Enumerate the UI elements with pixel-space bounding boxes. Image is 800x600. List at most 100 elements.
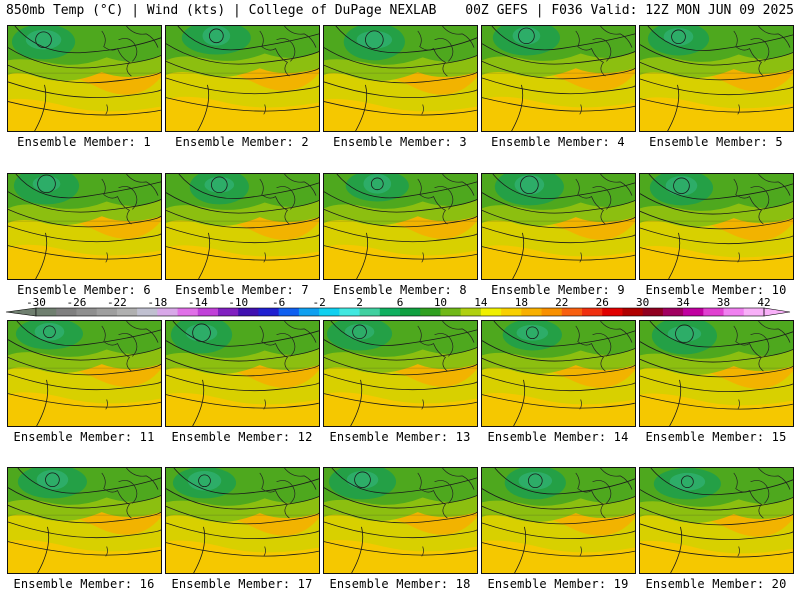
temperature-map	[324, 468, 477, 573]
ensemble-panel-14	[481, 320, 636, 427]
colorbar-segment	[298, 308, 320, 316]
colorbar-segment	[501, 308, 522, 316]
colorbar-tick-label: 38	[716, 296, 731, 309]
colorbar-segment	[683, 308, 704, 316]
colorbar-tick-label: 6	[396, 296, 404, 309]
temperature-map	[166, 321, 319, 426]
colorbar-tick-label: 30	[636, 296, 650, 309]
colorbar-segment	[359, 308, 381, 316]
ensemble-panel-7	[165, 173, 320, 280]
run-valid-time: 00Z GEFS | F036 Valid: 12Z MON JUN 09 20…	[465, 3, 794, 18]
colorbar-segment	[177, 308, 199, 316]
ensemble-panel-15	[639, 320, 794, 427]
colorbar-segment	[36, 308, 57, 316]
colorbar-segment	[258, 308, 280, 316]
ensemble-panel-9	[481, 173, 636, 280]
colorbar-segment	[339, 308, 361, 316]
ensemble-panel-2	[165, 25, 320, 132]
temperature-map	[8, 468, 161, 573]
colorbar-segment	[480, 308, 502, 316]
colorbar-segment	[218, 308, 239, 316]
colorbar-segment	[723, 308, 745, 316]
temperature-map	[8, 321, 161, 426]
colorbar-segment	[521, 308, 543, 316]
member-label: Ensemble Member: 5	[649, 135, 783, 149]
member-label: Ensemble Member: 19	[487, 577, 629, 591]
colorbar-segment	[642, 308, 664, 316]
colorbar-segment	[319, 308, 340, 316]
colorbar-tick-label: 26	[595, 296, 609, 309]
member-label: Ensemble Member: 17	[171, 577, 313, 591]
colorbar-tick-label: -2	[312, 296, 326, 309]
temperature-map	[324, 174, 477, 279]
colorbar-segment	[602, 308, 623, 316]
member-label: Ensemble Member: 1	[17, 135, 151, 149]
colorbar-segment	[76, 308, 98, 316]
member-label: Ensemble Member: 18	[329, 577, 471, 591]
ensemble-panel-1	[7, 25, 162, 132]
temperature-map	[482, 26, 635, 131]
ensemble-panel-18	[323, 467, 478, 574]
ensemble-panel-19	[481, 467, 636, 574]
member-label: Ensemble Member: 12	[171, 430, 313, 444]
member-label: Ensemble Member: 8	[333, 283, 467, 297]
colorbar-segment	[420, 308, 441, 316]
temperature-map	[640, 26, 793, 131]
colorbar-tick-label: -6	[272, 296, 286, 309]
temperature-map	[482, 468, 635, 573]
temperature-map	[8, 26, 161, 131]
colorbar-tick-label: -22	[106, 296, 127, 309]
ensemble-panel-12	[165, 320, 320, 427]
temperature-map	[324, 26, 477, 131]
member-label: Ensemble Member: 9	[491, 283, 625, 297]
temperature-map	[640, 174, 793, 279]
member-label: Ensemble Member: 13	[329, 430, 471, 444]
ensemble-panel-11	[7, 320, 162, 427]
colorbar-segment	[460, 308, 482, 316]
colorbar-outline	[35, 307, 765, 317]
colorbar-tick-label: 18	[514, 296, 528, 309]
member-label: Ensemble Member: 6	[17, 283, 151, 297]
colorbar-segment	[157, 308, 179, 316]
colorbar-tick-label: 10	[433, 296, 448, 309]
member-label: Ensemble Member: 14	[487, 430, 629, 444]
ensemble-panel-3	[323, 25, 478, 132]
colorbar-segment	[116, 308, 138, 316]
colorbar-tick-label: -30	[26, 296, 46, 309]
ensemble-panel-16	[7, 467, 162, 574]
member-label: Ensemble Member: 16	[13, 577, 155, 591]
colorbar-segment	[541, 308, 563, 316]
member-label: Ensemble Member: 7	[175, 283, 309, 297]
colorbar-segment	[561, 308, 583, 316]
temperature-map	[8, 174, 161, 279]
colorbar-segment	[703, 308, 725, 316]
colorbar-tick-label: -14	[187, 296, 208, 309]
colorbar-segment	[662, 308, 684, 316]
temperature-colorbar	[5, 307, 791, 317]
temperature-map	[640, 321, 793, 426]
colorbar-segment	[278, 308, 300, 316]
colorbar-tick-label: 2	[356, 296, 363, 309]
ensemble-panel-4	[481, 25, 636, 132]
colorbar-tick-label: 14	[474, 296, 488, 309]
member-label: Ensemble Member: 11	[13, 430, 155, 444]
colorbar-segment	[96, 308, 118, 316]
temperature-map	[166, 26, 319, 131]
colorbar-segment	[197, 308, 219, 316]
member-label: Ensemble Member: 3	[333, 135, 467, 149]
temperature-map	[482, 174, 635, 279]
map-title: 850mb Temp (°C) | Wind (kts) | College o…	[6, 3, 437, 18]
temperature-map	[482, 321, 635, 426]
temperature-map	[324, 321, 477, 426]
colorbar-segment	[582, 308, 603, 316]
ensemble-panel-5	[639, 25, 794, 132]
colorbar-segment	[379, 308, 401, 316]
colorbar-tick-label: -26	[66, 296, 87, 309]
ensemble-panel-6	[7, 173, 162, 280]
temperature-map	[166, 468, 319, 573]
ensemble-panel-20	[639, 467, 794, 574]
ensemble-panel-17	[165, 467, 320, 574]
member-label: Ensemble Member: 20	[645, 577, 787, 591]
colorbar-min-arrow	[5, 307, 37, 317]
colorbar-tick-label: 22	[555, 296, 569, 309]
